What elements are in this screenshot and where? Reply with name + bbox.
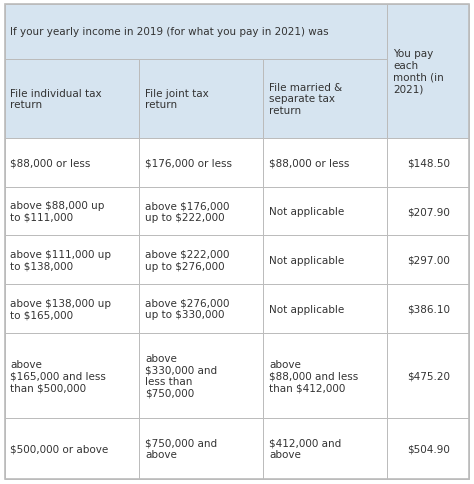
Bar (5, 5, 387, 60)
Text: $88,000 or less: $88,000 or less (269, 158, 349, 168)
Text: above $111,000 up
to $138,000: above $111,000 up to $138,000 (10, 249, 111, 271)
Text: $412,000 and
above: $412,000 and above (269, 438, 341, 459)
Text: $750,000 and
above: $750,000 and above (145, 438, 217, 459)
Bar (5, 138, 139, 187)
Bar (387, 236, 469, 285)
Bar (139, 418, 264, 479)
Text: Not applicable: Not applicable (269, 304, 344, 314)
Text: $500,000 or above: $500,000 or above (10, 444, 109, 454)
Bar (264, 333, 387, 418)
Text: $475.20: $475.20 (407, 371, 450, 381)
Text: If your yearly income in 2019 (for what you pay in 2021) was: If your yearly income in 2019 (for what … (10, 27, 329, 37)
Text: above $176,000
up to $222,000: above $176,000 up to $222,000 (145, 201, 229, 222)
Text: Not applicable: Not applicable (269, 255, 344, 265)
Bar (387, 138, 469, 187)
Text: $88,000 or less: $88,000 or less (10, 158, 91, 168)
Bar (387, 285, 469, 333)
Bar (5, 418, 139, 479)
Bar (387, 187, 469, 236)
Text: $297.00: $297.00 (407, 255, 450, 265)
Bar (139, 236, 264, 285)
Bar (139, 333, 264, 418)
Bar (139, 187, 264, 236)
Bar (387, 5, 469, 138)
Bar (5, 333, 139, 418)
Bar (264, 138, 387, 187)
Text: above
$165,000 and less
than $500,000: above $165,000 and less than $500,000 (10, 359, 106, 393)
Text: File joint tax
return: File joint tax return (145, 88, 209, 110)
Bar (139, 138, 264, 187)
Text: $207.90: $207.90 (407, 207, 450, 216)
Bar (264, 187, 387, 236)
Bar (387, 418, 469, 479)
Text: above
$88,000 and less
than $412,000: above $88,000 and less than $412,000 (269, 359, 358, 393)
Text: $148.50: $148.50 (407, 158, 450, 168)
Bar (5, 60, 139, 138)
Text: You pay
each
month (in
2021): You pay each month (in 2021) (393, 49, 444, 94)
Bar (264, 285, 387, 333)
Bar (5, 187, 139, 236)
Bar (387, 333, 469, 418)
Text: above $138,000 up
to $165,000: above $138,000 up to $165,000 (10, 298, 111, 319)
Bar (5, 236, 139, 285)
Text: above $88,000 up
to $111,000: above $88,000 up to $111,000 (10, 201, 105, 222)
Bar (139, 285, 264, 333)
Text: File individual tax
return: File individual tax return (10, 88, 102, 110)
Text: $386.10: $386.10 (407, 304, 450, 314)
Text: $176,000 or less: $176,000 or less (145, 158, 232, 168)
Bar (139, 60, 264, 138)
Text: above $222,000
up to $276,000: above $222,000 up to $276,000 (145, 249, 229, 271)
Bar (264, 60, 387, 138)
Bar (264, 418, 387, 479)
Text: above
$330,000 and
less than
$750,000: above $330,000 and less than $750,000 (145, 353, 217, 398)
Bar (264, 236, 387, 285)
Bar (5, 285, 139, 333)
Text: above $276,000
up to $330,000: above $276,000 up to $330,000 (145, 298, 229, 319)
Text: $504.90: $504.90 (407, 444, 450, 454)
Text: File married &
separate tax
return: File married & separate tax return (269, 83, 342, 116)
Text: Not applicable: Not applicable (269, 207, 344, 216)
